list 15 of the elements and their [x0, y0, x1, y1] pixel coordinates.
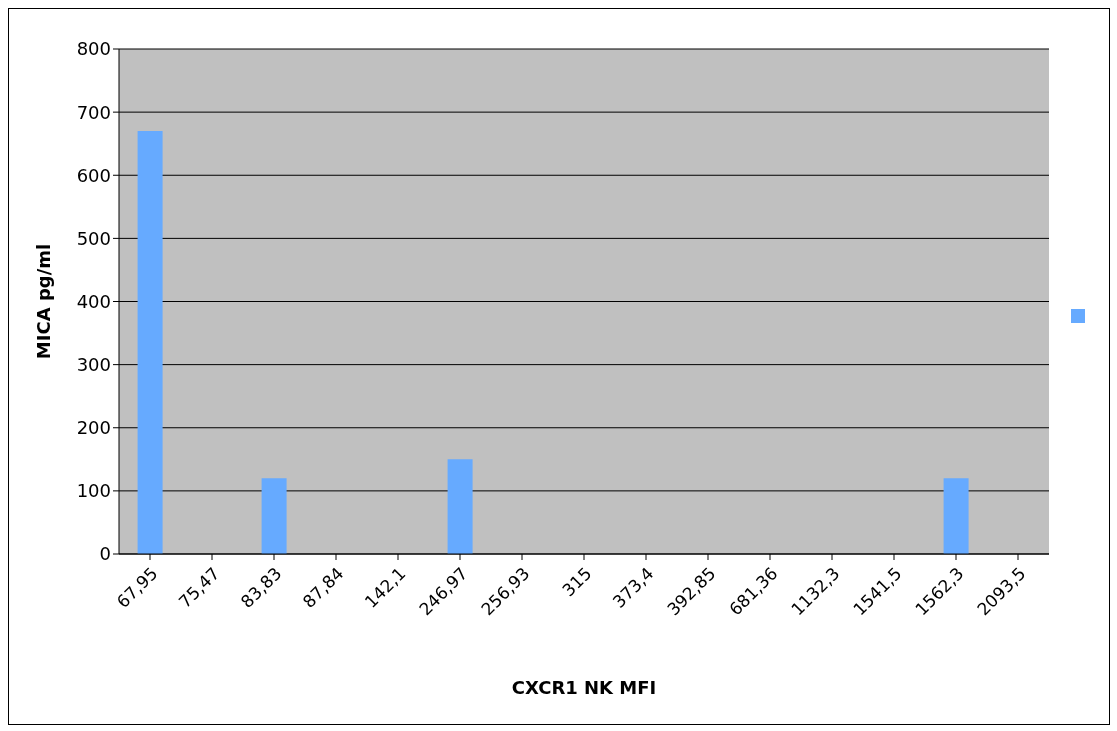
y-tick-label: 100 [76, 480, 111, 502]
y-tick-label: 400 [76, 290, 111, 312]
y-tick-label: 600 [76, 164, 111, 186]
bar [943, 478, 969, 554]
bar [261, 478, 287, 554]
y-tick-label: 0 [99, 543, 111, 565]
x-axis-title: CXCR1 NK MFI [511, 677, 657, 698]
bar [447, 459, 473, 554]
y-tick-label: 500 [76, 227, 111, 249]
y-tick-label: 300 [76, 354, 111, 376]
bar [137, 131, 163, 554]
y-tick-label: 200 [76, 417, 111, 439]
y-tick-label: 700 [76, 101, 111, 123]
y-tick-label: 800 [76, 38, 111, 60]
y-axis-title: MICA pg/ml [33, 243, 55, 360]
